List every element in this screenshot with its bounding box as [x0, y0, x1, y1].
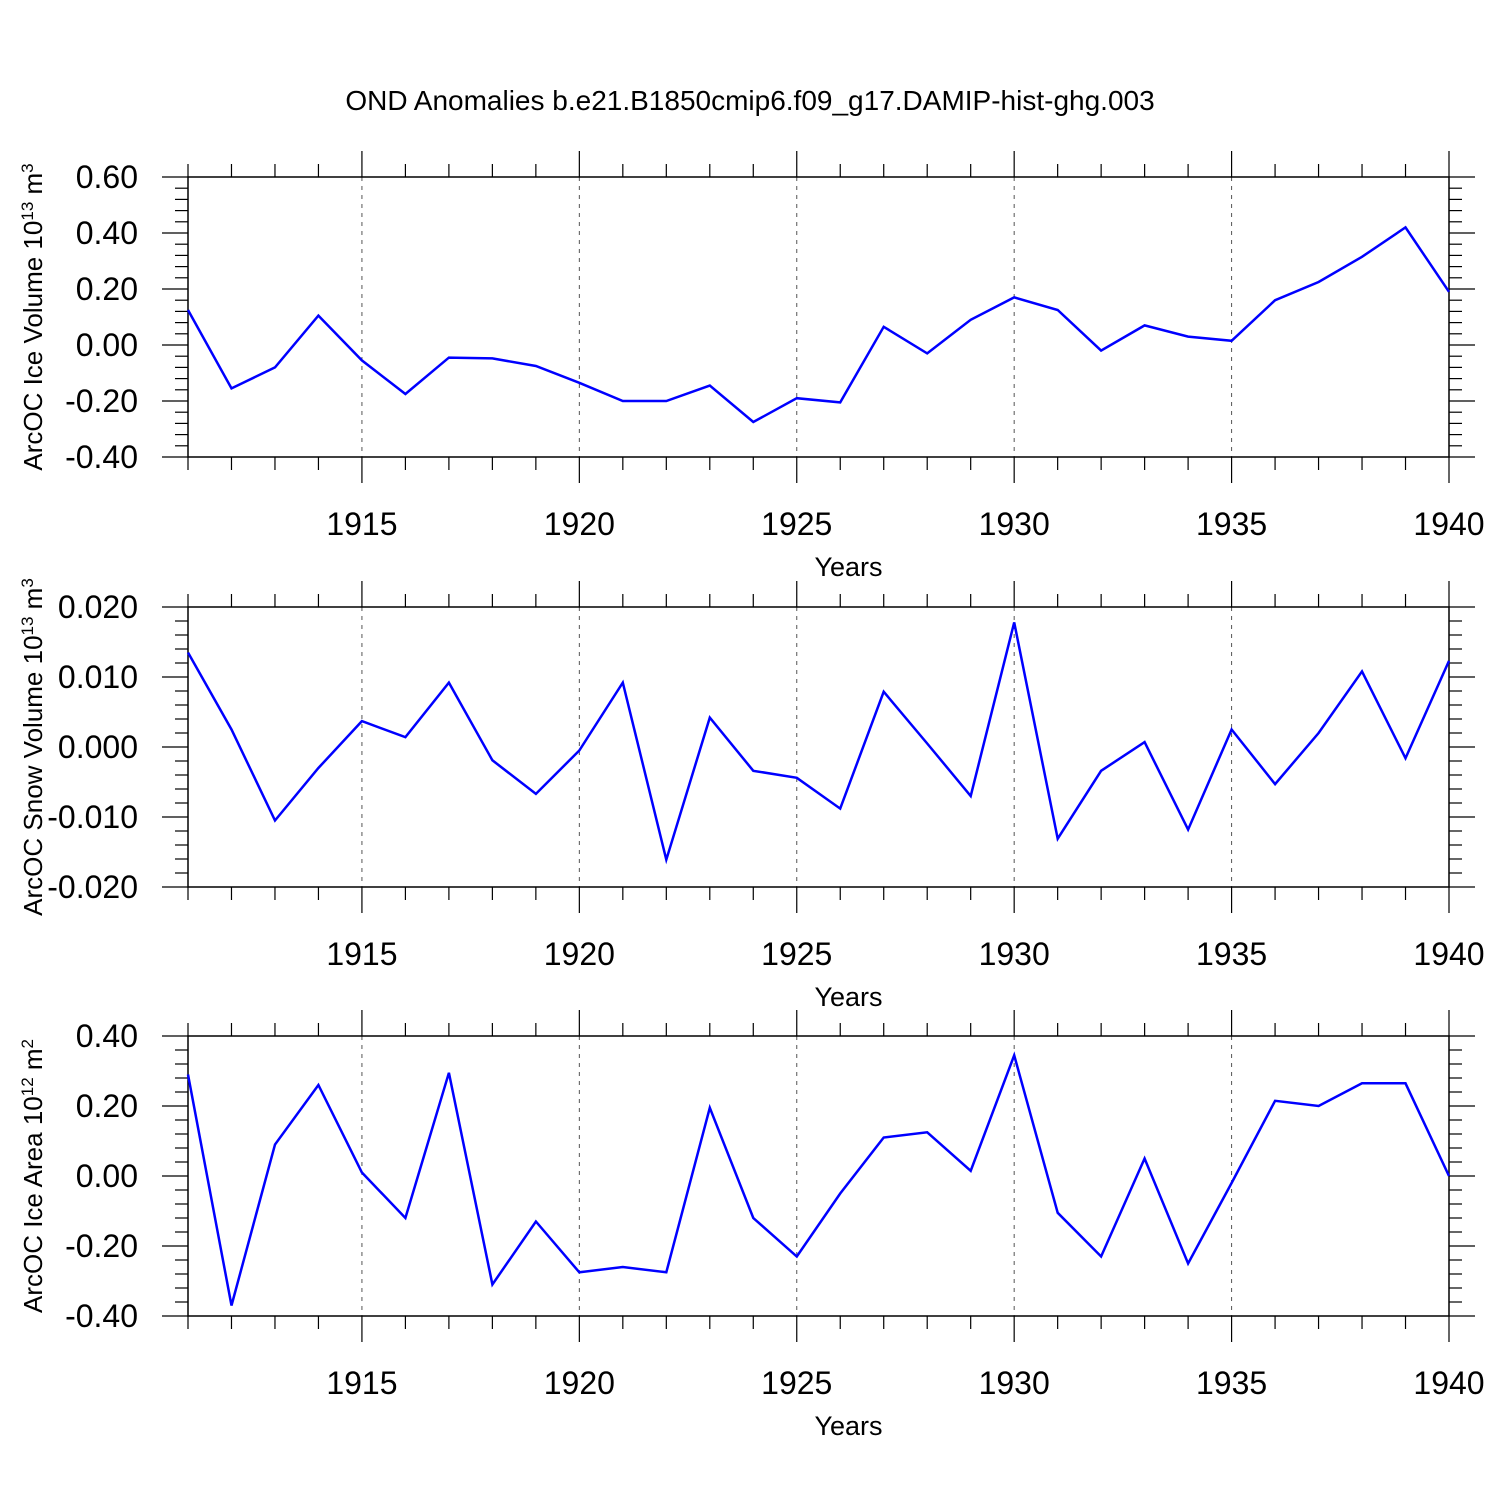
chart-panel-1: 0.60 0.40 0.20 0.00 -0.20 -0.40 1915 1920 1925 19… — [18, 151, 1485, 582]
x-tick-label: 1940 — [1413, 1365, 1484, 1401]
y-tick-label: -0.40 — [65, 1298, 138, 1334]
x-tick-label: 1940 — [1413, 506, 1484, 542]
y-tick-label: -0.20 — [65, 383, 138, 419]
x-axis-label: Years — [814, 982, 882, 1012]
x-tick-label: 1935 — [1196, 506, 1267, 542]
x-tick-label: 1920 — [544, 1365, 615, 1401]
y-axis-label: ArcOC Ice Volume 1013 m3 — [18, 163, 49, 470]
y-tick-label: 0.40 — [76, 215, 138, 251]
series-line — [186, 225, 1451, 424]
x-tick-label: 1925 — [761, 936, 832, 972]
x-tick-label: 1930 — [979, 506, 1050, 542]
x-tick-label: 1940 — [1413, 936, 1484, 972]
x-tick-label: 1915 — [326, 1365, 397, 1401]
y-tick-label: 0.60 — [76, 159, 138, 195]
x-tick-label: 1930 — [979, 1365, 1050, 1401]
x-tick-label: 1915 — [326, 506, 397, 542]
x-axis-label: Years — [814, 1411, 882, 1441]
y-tick-label: 0.000 — [58, 729, 138, 765]
y-axis-label: ArcOC Snow Volume 1013 m3 — [18, 578, 49, 916]
x-tick-label: 1920 — [544, 506, 615, 542]
chart-panel-3: 0.40 0.20 0.00 -0.20 -0.40 1915 1920 1925 1930 19… — [18, 1010, 1485, 1441]
figure-title: OND Anomalies b.e21.B1850cmip6.f09_g17.D… — [345, 85, 1154, 116]
y-tick-label: 0.20 — [76, 1088, 138, 1124]
y-tick-label: 0.20 — [76, 271, 138, 307]
x-tick-label: 1930 — [979, 936, 1050, 972]
plot-frame — [187, 606, 1450, 888]
series-line — [186, 1051, 1451, 1306]
plot-frame — [187, 1035, 1450, 1317]
y-tick-label: -0.020 — [47, 869, 138, 905]
y-tick-label: -0.20 — [65, 1228, 138, 1264]
y-tick-label: -0.010 — [47, 799, 138, 835]
y-tick-label: 0.00 — [76, 1158, 138, 1194]
x-tick-label: 1925 — [761, 1365, 832, 1401]
y-tick-label: 0.010 — [58, 659, 138, 695]
x-tick-label: 1935 — [1196, 1365, 1267, 1401]
series-line — [186, 622, 1451, 865]
y-tick-label: -0.40 — [65, 439, 138, 475]
chart-panel-2: 0.020 0.010 0.000 -0.010 -0.020 1915 1920 1925 1… — [18, 578, 1485, 1012]
x-tick-label: 1935 — [1196, 936, 1267, 972]
y-tick-label: 0.40 — [76, 1018, 138, 1054]
plot-frame — [187, 176, 1450, 458]
x-tick-label: 1925 — [761, 506, 832, 542]
x-tick-label: 1915 — [326, 936, 397, 972]
x-tick-label: 1920 — [544, 936, 615, 972]
y-axis-label: ArcOC Ice Area 1012 m2 — [18, 1039, 49, 1313]
y-tick-label: 0.00 — [76, 327, 138, 363]
y-tick-label: 0.020 — [58, 589, 138, 625]
x-axis-label: Years — [814, 552, 882, 582]
